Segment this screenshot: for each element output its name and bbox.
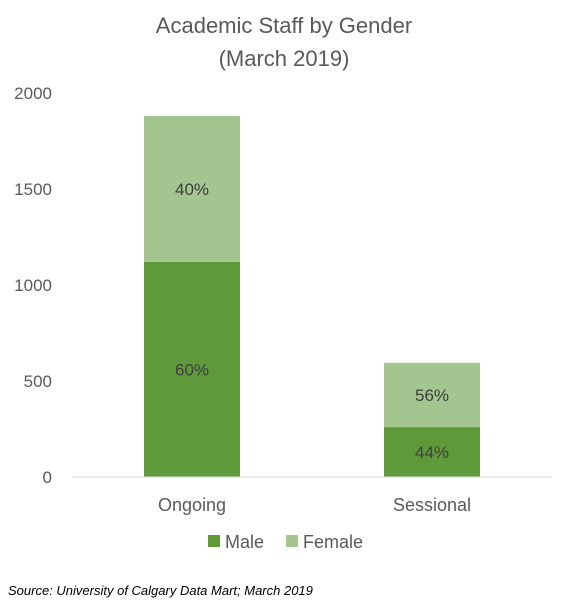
- bar-male-sessional: [384, 427, 480, 477]
- y-tick-label: 1500: [14, 180, 52, 199]
- x-axis-categories: Ongoing Sessional: [158, 495, 471, 515]
- y-tick-label: 500: [24, 372, 52, 391]
- chart-title-line-2: (March 2019): [219, 46, 350, 71]
- y-tick-label: 2000: [14, 84, 52, 103]
- y-tick-label: 1000: [14, 276, 52, 295]
- data-label: 60%: [175, 360, 209, 379]
- legend-label: Male: [225, 532, 264, 552]
- source-note: Source: University of Calgary Data Mart;…: [8, 583, 313, 598]
- legend-label: Female: [303, 532, 363, 552]
- bar-female-sessional: [384, 362, 480, 428]
- x-tick-label: Sessional: [393, 495, 471, 515]
- bar-male-ongoing: [144, 261, 240, 477]
- data-label: 40%: [175, 180, 209, 199]
- legend-swatch-male: [208, 535, 220, 547]
- data-label: 44%: [415, 443, 449, 462]
- x-tick-label: Ongoing: [158, 495, 226, 515]
- y-axis-ticks: 0 500 1000 1500 2000: [14, 84, 52, 487]
- legend-swatch-female: [286, 535, 298, 547]
- y-tick-label: 0: [43, 468, 52, 487]
- bars: 60% 40% 44% 56%: [144, 116, 480, 477]
- data-label: 56%: [415, 386, 449, 405]
- chart-title-line-1: Academic Staff by Gender: [156, 13, 412, 38]
- bar-female-ongoing: [144, 116, 240, 262]
- legend: Male Female: [208, 532, 363, 552]
